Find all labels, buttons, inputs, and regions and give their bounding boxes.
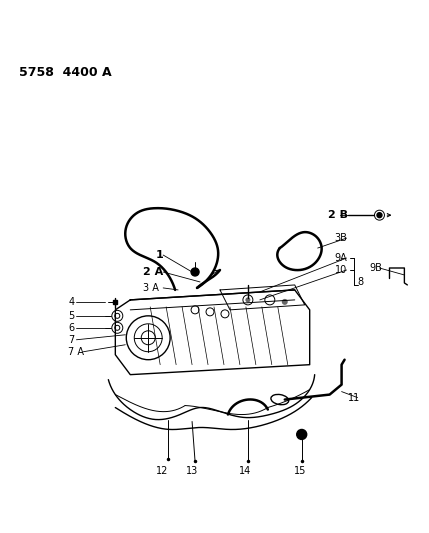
Text: 2 A: 2 A: [143, 267, 163, 277]
Circle shape: [377, 213, 382, 217]
Text: 5: 5: [69, 311, 75, 321]
Circle shape: [245, 297, 251, 302]
Text: 6: 6: [69, 323, 75, 333]
Text: 15: 15: [293, 466, 306, 477]
Text: 14: 14: [239, 466, 251, 477]
Circle shape: [282, 299, 288, 305]
Text: 5758  4400 A: 5758 4400 A: [18, 66, 111, 79]
Text: 11: 11: [347, 393, 360, 402]
Text: 2 B: 2 B: [328, 210, 347, 220]
Text: 9A: 9A: [335, 253, 347, 263]
Text: 3B: 3B: [335, 233, 347, 243]
Text: 9B: 9B: [369, 263, 382, 273]
Text: 10: 10: [335, 265, 347, 275]
Text: 12: 12: [156, 466, 168, 477]
Text: 3 A: 3 A: [143, 283, 159, 293]
Text: 8: 8: [357, 277, 364, 287]
Circle shape: [297, 430, 307, 439]
Text: 13: 13: [186, 466, 198, 477]
Text: 7 A: 7 A: [69, 347, 85, 357]
Text: 7: 7: [69, 335, 75, 345]
Circle shape: [191, 268, 199, 276]
Text: 1: 1: [155, 250, 163, 260]
Text: 4: 4: [69, 297, 75, 307]
